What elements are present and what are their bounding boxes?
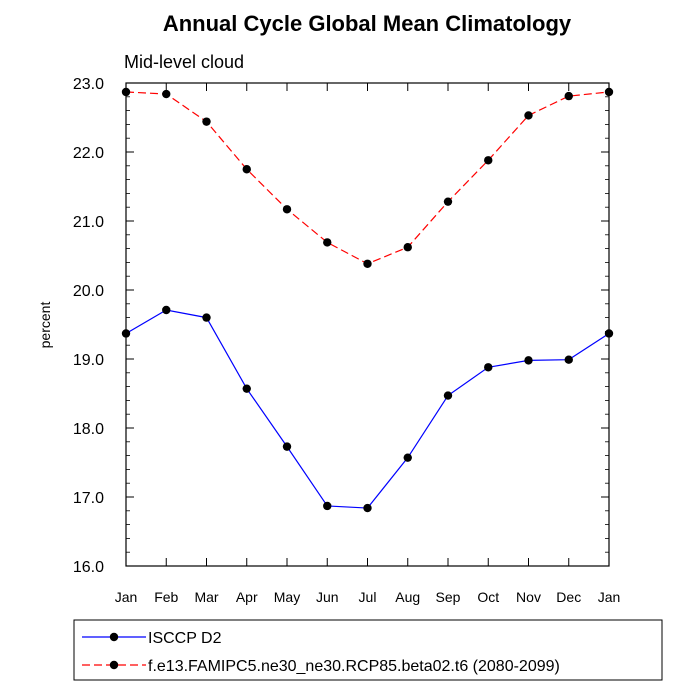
legend-box [73, 619, 663, 681]
x-tick-label: Feb [154, 589, 178, 605]
plot-frame [125, 82, 610, 567]
legend-label-1: f.e13.FAMIPC5.ne30_ne30.RCP85.beta02.t6 … [148, 658, 560, 675]
data-point-s1-6 [363, 259, 372, 268]
y-tick-label: 19.0 [73, 352, 104, 369]
legend-label-0: ISCCP D2 [148, 630, 222, 647]
x-tick-label: Jul [359, 589, 377, 605]
data-point-s0-0 [121, 329, 131, 338]
data-point-s1-12 [604, 87, 614, 97]
x-tick-label: Jun [316, 589, 339, 605]
data-point-s0-6 [363, 503, 372, 513]
x-tick-label: Nov [516, 589, 541, 605]
data-point-s0-11 [564, 355, 573, 364]
y-tick-label: 18.0 [73, 421, 104, 438]
data-point-s0-2 [202, 313, 211, 322]
data-point-s0-9 [484, 363, 493, 372]
x-tick-label: Mar [194, 589, 218, 605]
y-tick-label: 22.0 [73, 145, 104, 162]
y-tick-label: 16.0 [73, 559, 104, 576]
legend-marker-0 [109, 632, 119, 642]
data-point-s1-5 [323, 238, 332, 247]
series-line-1 [125, 91, 610, 265]
x-tick-label: Oct [477, 589, 499, 605]
y-axis-label: percent [37, 302, 53, 349]
x-tick-label: Jan [115, 589, 138, 605]
data-point-s1-11 [564, 91, 573, 101]
x-tick-label: Apr [236, 589, 258, 605]
y-tick-label: 20.0 [73, 283, 104, 300]
data-point-s0-10 [524, 356, 533, 365]
data-point-s1-9 [484, 156, 493, 165]
data-point-s0-8 [443, 391, 453, 400]
y-tick-label: 21.0 [73, 214, 104, 231]
data-point-s0-1 [162, 305, 171, 315]
data-point-s1-10 [524, 111, 533, 120]
data-point-s0-12 [604, 329, 614, 338]
chart-subtitle: Mid-level cloud [124, 52, 244, 72]
data-point-s1-3 [242, 165, 251, 174]
y-tick-label: 17.0 [73, 490, 104, 507]
data-point-s1-0 [121, 87, 131, 97]
series-line-0 [125, 309, 610, 509]
data-point-s0-7 [403, 453, 412, 462]
y-tick-label: 23.0 [73, 76, 104, 93]
data-point-s0-4 [282, 442, 292, 451]
data-point-s1-4 [282, 205, 292, 214]
chart-title: Annual Cycle Global Mean Climatology [163, 11, 572, 36]
x-tick-label: Sep [436, 589, 461, 605]
x-tick-label: Dec [556, 589, 581, 605]
axes: 16.0 17.0 18.0 19.0 20.0 21.0 22.0 23.0 Jan Feb Ma… [73, 76, 620, 605]
series-layer [121, 87, 614, 513]
legend: ISCCP D2 f.e13.FAMIPC5.ne30_ne30.RCP85.be… [82, 630, 560, 675]
x-tick-label: May [274, 589, 300, 605]
data-point-s1-8 [443, 197, 453, 206]
x-tick-label: Aug [395, 589, 420, 605]
legend-marker-1 [109, 660, 119, 670]
data-point-s1-1 [162, 89, 171, 99]
data-point-s1-2 [202, 117, 211, 126]
x-tick-label: Jan [598, 589, 621, 605]
data-point-s1-7 [403, 243, 412, 252]
data-point-s0-5 [323, 501, 332, 511]
data-point-s0-3 [242, 384, 251, 393]
